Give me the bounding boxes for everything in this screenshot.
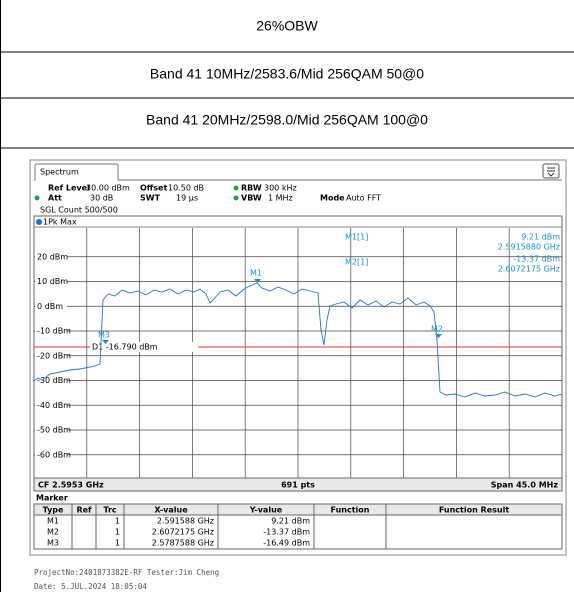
- setting: 30.00 dBm: [86, 184, 130, 193]
- table-cell: -13.37 dBm: [263, 528, 310, 537]
- column-header: Function: [331, 506, 370, 515]
- setting: RBW: [241, 184, 262, 193]
- footer-line: Date: 5.JUL.2024 18:05:04: [34, 582, 147, 591]
- y-label-bg: [35, 251, 67, 262]
- marker-table: Type Ref Trc X-value Y-value Function Function…: [33, 503, 563, 550]
- display-line-label: D1 -16.790 dBm: [92, 343, 158, 352]
- trace-label: 1Pk Max: [43, 218, 77, 227]
- table-cell: -16.49 dBm: [263, 539, 310, 548]
- table-head: [33, 503, 563, 516]
- y-label: -20 dBm: [37, 351, 71, 360]
- column-header: Ref: [76, 506, 92, 515]
- table-cell: 2.6072175 GHz: [152, 528, 214, 537]
- y-label-bg: [35, 425, 67, 435]
- status: CF 2.5953 GHz: [38, 481, 104, 490]
- table-cell: 2.591588 GHz: [157, 517, 214, 526]
- setting: Offset: [140, 184, 167, 193]
- display-line-bg: [90, 342, 198, 352]
- tab-label: Spectrum: [40, 168, 79, 177]
- y-label: 0 dBm: [37, 302, 63, 311]
- setting: 30 dB: [90, 194, 113, 203]
- menu-icon-glyph: [547, 167, 555, 177]
- indicator: [233, 185, 239, 191]
- setting: 1 MHz: [268, 194, 293, 203]
- y-label-bg: [35, 326, 67, 336]
- table-cell: 1: [115, 517, 120, 526]
- column-header: Function Result: [439, 506, 510, 515]
- setting: VBW: [241, 194, 262, 203]
- column-header: X-value: [154, 506, 188, 515]
- table-cell: 9.21 dBm: [271, 517, 310, 526]
- marker-label: M3: [98, 331, 110, 340]
- readout: M1[1]: [345, 233, 368, 242]
- header-row: Band 41 10MHz/2583.6/Mid 256QAM 50@0: [150, 66, 424, 82]
- column-header: Type: [43, 506, 64, 515]
- setting: 10.50 dB: [168, 184, 204, 193]
- setting: Mode: [320, 194, 345, 203]
- footer-line: ProjectNo:2401873382E-RF Tester:Jim Chen…: [34, 568, 219, 577]
- setting: Ref Level: [48, 184, 90, 193]
- sgl-count: SGL Count 500/500: [40, 206, 118, 215]
- table-cell: 1: [115, 528, 120, 537]
- table-cell: M2: [47, 528, 59, 537]
- y-label: -40 dBm: [37, 401, 71, 410]
- readout: M2[1]: [345, 258, 368, 267]
- y-label: -30 dBm: [37, 376, 71, 385]
- table-cell: M3: [47, 539, 59, 548]
- readout: 9.21 dBm: [521, 233, 560, 242]
- header-row: Band 41 20MHz/2598.0/Mid 256QAM 100@0: [146, 112, 428, 128]
- y-label: -50 dBm: [37, 426, 71, 435]
- indicator: [34, 195, 40, 201]
- column-header: Y-value: [249, 506, 283, 515]
- table-cell: 2.5787588 GHz: [152, 539, 214, 548]
- setting: Att: [48, 194, 62, 203]
- y-label-bg: [35, 375, 67, 386]
- marker-table-title: Marker: [36, 494, 68, 503]
- table-cell: 1: [115, 539, 120, 548]
- y-label-bg: [35, 276, 67, 287]
- marker-label: M1: [250, 269, 262, 278]
- setting: 300 kHz: [264, 184, 297, 193]
- y-label: -10 dBm: [37, 327, 71, 336]
- readout: -13.37 dBm: [513, 255, 560, 264]
- readout: 2.6072175 GHz: [498, 265, 560, 274]
- y-label-bg: [35, 449, 67, 460]
- table-cell: M1: [47, 517, 59, 526]
- readout: 2.5915880 GHz: [498, 243, 560, 252]
- y-label: 20 dBm: [37, 252, 68, 261]
- trace: [33, 282, 563, 398]
- tab: [34, 163, 562, 181]
- setting: Auto FFT: [346, 194, 381, 203]
- status-bar: [33, 477, 563, 492]
- column-header: Trc: [103, 506, 117, 515]
- marker-label: M2: [431, 325, 443, 334]
- y-labels: 20 dBm 10 dBm 0 dBm -10 dBm -20 dBm -30 dBm -4…: [35, 251, 71, 460]
- status: 691 pts: [281, 481, 315, 490]
- header-row: 26%OBW: [256, 18, 318, 34]
- status: Span 45.0 MHz: [491, 481, 559, 490]
- setting: 19 µs: [176, 194, 198, 203]
- setting: SWT: [140, 194, 161, 203]
- y-label-bg: [35, 301, 67, 312]
- indicator: [233, 195, 239, 201]
- trace-indicator: [36, 219, 42, 225]
- y-label: 10 dBm: [37, 277, 68, 286]
- y-label: -60 dBm: [37, 450, 71, 459]
- y-label-bg: [35, 350, 67, 361]
- grid: [34, 228, 562, 478]
- y-label-bg: [35, 400, 67, 411]
